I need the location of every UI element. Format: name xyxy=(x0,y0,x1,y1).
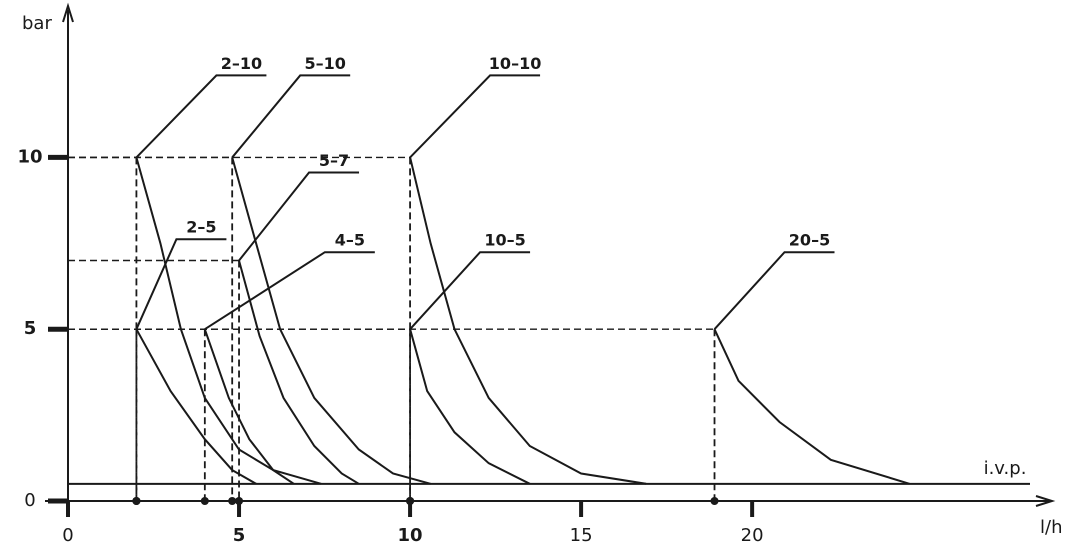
curve xyxy=(203,328,295,485)
y-tick-label: 10 xyxy=(17,146,42,167)
x-tick-label: 0 xyxy=(62,525,73,546)
leader xyxy=(409,251,531,330)
start-dot xyxy=(200,497,209,505)
leader xyxy=(713,251,835,330)
curve-label: 2–5 xyxy=(186,218,216,237)
curve xyxy=(135,157,322,485)
y-tick-label: 5 xyxy=(24,318,37,339)
leader xyxy=(238,171,360,262)
start-dot xyxy=(710,497,719,505)
curve-label: 5–7 xyxy=(319,151,349,170)
ivp-label: i.v.p. xyxy=(984,458,1027,479)
start-dot xyxy=(228,497,237,505)
curve xyxy=(135,328,257,485)
curve xyxy=(713,328,910,485)
leader xyxy=(204,251,375,331)
x-axis-label: l/h xyxy=(1040,517,1062,538)
x-axis-arrow xyxy=(1035,495,1056,507)
curve xyxy=(409,328,531,485)
curve xyxy=(409,157,647,485)
y-tick-label: 0 xyxy=(24,490,35,511)
leader xyxy=(231,74,351,159)
leader xyxy=(409,74,541,159)
curve-label: 20–5 xyxy=(789,231,830,250)
x-tick-label: 20 xyxy=(741,525,764,546)
curve-label: 10–10 xyxy=(489,54,542,73)
curve xyxy=(238,260,360,485)
start-dot xyxy=(406,497,415,505)
curve-label: 2–10 xyxy=(221,54,262,73)
curve xyxy=(231,157,431,485)
x-tick-label: 10 xyxy=(398,525,423,546)
y-axis-arrow xyxy=(62,2,74,23)
start-dot xyxy=(132,497,141,505)
x-tick-label: 5 xyxy=(233,525,246,546)
start-dot xyxy=(235,497,244,505)
curve-label: 10–5 xyxy=(484,231,525,250)
y-axis-label: bar xyxy=(22,13,52,34)
leader xyxy=(135,238,227,330)
curve-label: 5–10 xyxy=(304,54,345,73)
curve-label: 4–5 xyxy=(335,231,365,250)
x-tick-label: 15 xyxy=(570,525,593,546)
leader xyxy=(135,74,267,159)
